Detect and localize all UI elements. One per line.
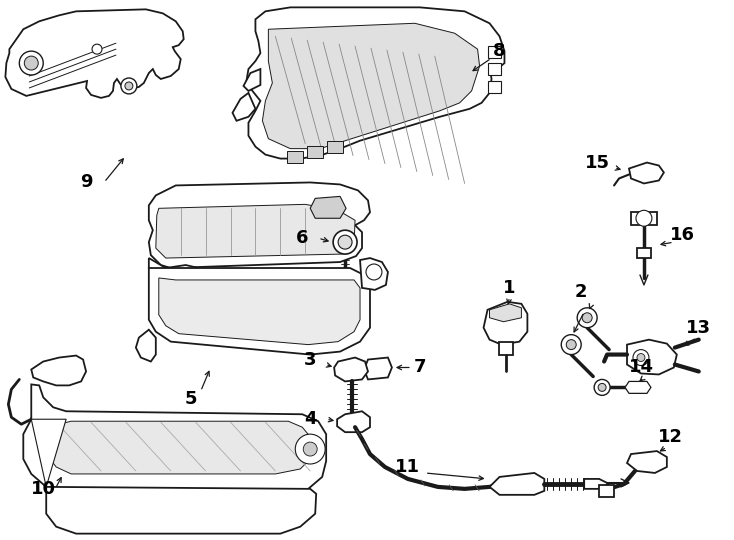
Text: 6: 6 (296, 229, 308, 247)
Polygon shape (233, 93, 255, 121)
Text: 8: 8 (493, 42, 506, 60)
Circle shape (577, 308, 597, 328)
Polygon shape (46, 487, 316, 534)
Circle shape (333, 230, 357, 254)
Text: 2: 2 (575, 283, 587, 301)
Polygon shape (149, 183, 370, 268)
Polygon shape (490, 304, 521, 322)
Polygon shape (23, 384, 326, 494)
Text: 12: 12 (658, 428, 683, 446)
Text: 3: 3 (304, 350, 316, 368)
Polygon shape (159, 278, 360, 345)
Text: 13: 13 (686, 319, 711, 337)
Polygon shape (32, 355, 86, 386)
Polygon shape (337, 411, 370, 432)
Circle shape (366, 264, 382, 280)
Polygon shape (500, 342, 514, 355)
Polygon shape (487, 81, 501, 93)
Polygon shape (244, 69, 261, 91)
Polygon shape (5, 9, 184, 98)
Polygon shape (487, 63, 501, 75)
Polygon shape (149, 258, 200, 288)
Circle shape (636, 210, 652, 226)
Text: 11: 11 (396, 458, 421, 476)
Polygon shape (262, 23, 479, 148)
Circle shape (121, 78, 137, 94)
Polygon shape (629, 163, 664, 184)
Circle shape (582, 313, 592, 323)
Text: 1: 1 (504, 279, 516, 297)
Text: 4: 4 (304, 410, 316, 428)
Polygon shape (584, 479, 609, 489)
Polygon shape (308, 146, 323, 158)
Polygon shape (631, 212, 657, 225)
Text: 15: 15 (584, 153, 610, 172)
Polygon shape (310, 197, 346, 218)
Polygon shape (360, 258, 388, 290)
Polygon shape (247, 8, 504, 159)
Polygon shape (136, 330, 156, 361)
Circle shape (24, 56, 38, 70)
Circle shape (303, 442, 317, 456)
Polygon shape (599, 485, 614, 497)
Circle shape (594, 380, 610, 395)
Polygon shape (46, 421, 312, 474)
Polygon shape (627, 451, 667, 473)
Circle shape (598, 383, 606, 392)
Polygon shape (637, 248, 651, 258)
Polygon shape (625, 381, 651, 393)
Text: 5: 5 (184, 390, 197, 408)
Text: 16: 16 (670, 226, 695, 244)
Circle shape (562, 335, 581, 355)
Text: 9: 9 (80, 173, 92, 192)
Circle shape (637, 354, 645, 361)
Text: 14: 14 (628, 359, 653, 376)
Circle shape (633, 349, 649, 366)
Circle shape (125, 82, 133, 90)
Polygon shape (156, 204, 355, 258)
Circle shape (92, 44, 102, 54)
Polygon shape (487, 46, 501, 58)
Polygon shape (490, 473, 545, 495)
Polygon shape (149, 268, 370, 355)
Circle shape (338, 235, 352, 249)
Circle shape (295, 434, 325, 464)
Polygon shape (364, 357, 392, 380)
Text: 7: 7 (413, 359, 426, 376)
Polygon shape (32, 419, 66, 487)
Polygon shape (334, 357, 368, 381)
Circle shape (566, 340, 576, 349)
Polygon shape (627, 340, 677, 374)
Polygon shape (327, 140, 343, 153)
Text: 10: 10 (31, 480, 56, 498)
Polygon shape (484, 302, 528, 345)
Circle shape (19, 51, 43, 75)
Polygon shape (287, 151, 303, 163)
